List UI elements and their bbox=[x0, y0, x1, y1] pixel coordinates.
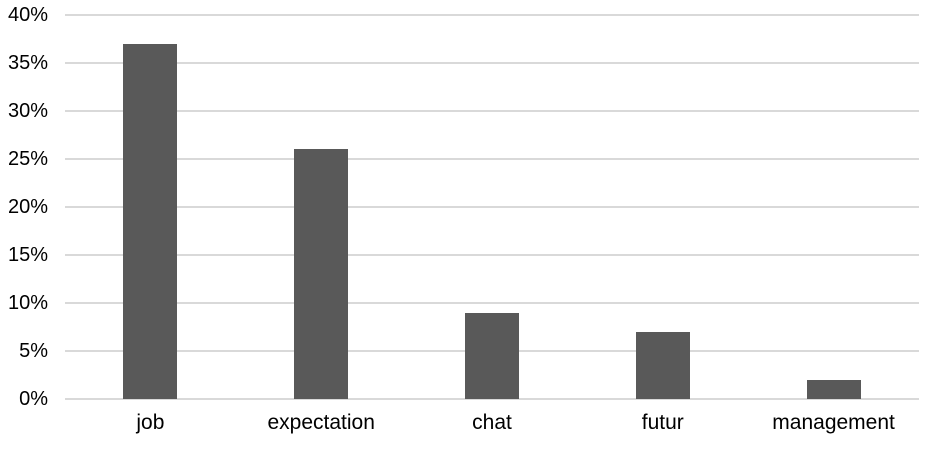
gridline-25 bbox=[65, 158, 919, 160]
bar-job bbox=[123, 43, 178, 399]
gridline-40 bbox=[65, 14, 919, 16]
x-axis: job expectation chat futur management bbox=[65, 410, 919, 436]
y-tick-label-5: 5% bbox=[19, 340, 48, 362]
bar-slot-futur bbox=[577, 15, 748, 399]
x-category-label-futur: futur bbox=[641, 411, 684, 434]
bar-management bbox=[806, 379, 861, 399]
bar-futur bbox=[635, 331, 690, 399]
y-axis: 0% 5% 10% 15% 20% 25% 30% 35% 40% bbox=[0, 0, 48, 451]
bar-slot-expectation bbox=[236, 15, 407, 399]
y-tick-label-0: 0% bbox=[19, 388, 48, 410]
gridline-10 bbox=[65, 302, 919, 304]
y-tick-label-40: 40% bbox=[7, 4, 48, 26]
x-category-label-chat: chat bbox=[472, 411, 512, 434]
gridline-20 bbox=[65, 206, 919, 208]
gridline-15 bbox=[65, 254, 919, 256]
bar-slot-chat bbox=[407, 15, 578, 399]
gridline-35 bbox=[65, 62, 919, 64]
bar-expectation bbox=[294, 149, 349, 399]
y-tick-label-10: 10% bbox=[7, 292, 48, 314]
bar-series bbox=[65, 15, 919, 399]
bar-slot-job bbox=[65, 15, 236, 399]
bar-slot-management bbox=[748, 15, 919, 399]
y-tick-label-35: 35% bbox=[7, 52, 48, 74]
y-tick-label-25: 25% bbox=[7, 148, 48, 170]
gridline-0 bbox=[65, 398, 919, 400]
x-category-label-expectation: expectation bbox=[267, 411, 375, 434]
x-category-label-job: job bbox=[136, 411, 165, 434]
plot-area bbox=[65, 14, 919, 400]
y-tick-label-15: 15% bbox=[7, 244, 48, 266]
x-category-label-management: management bbox=[772, 411, 895, 434]
y-tick-label-30: 30% bbox=[7, 100, 48, 122]
y-tick-label-20: 20% bbox=[7, 196, 48, 218]
bar-chat bbox=[464, 312, 519, 399]
gridline-30 bbox=[65, 110, 919, 112]
